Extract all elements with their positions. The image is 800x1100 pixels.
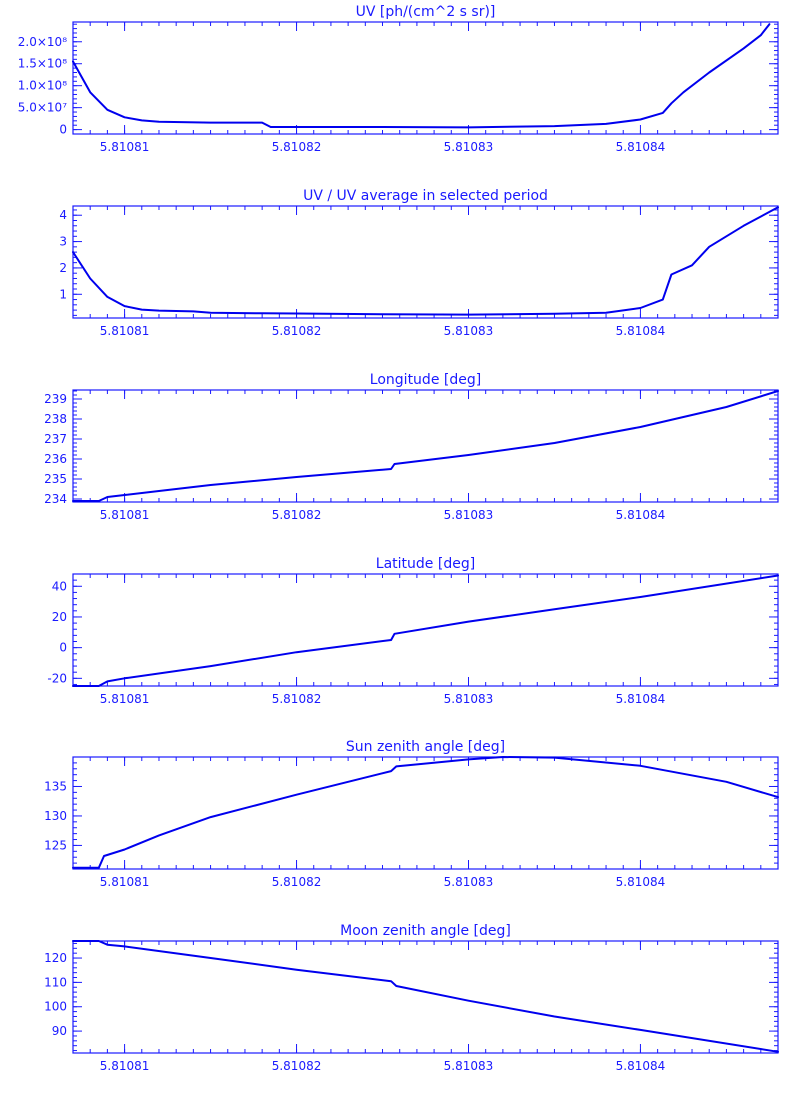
y-tick-label: 239 xyxy=(44,392,67,406)
chart-title: UV / UV average in selected period xyxy=(303,188,548,204)
x-tick-label: 5.81083 xyxy=(444,692,494,706)
x-tick-label: 5.81084 xyxy=(616,875,666,889)
y-tick-label: 110 xyxy=(44,975,67,989)
x-tick-label: 5.81081 xyxy=(100,1059,150,1073)
x-tick-label: 5.81084 xyxy=(616,324,666,338)
y-tick-label: 100 xyxy=(44,1000,67,1014)
chart-panel-2: UV / UV average in selected period 5.8108… xyxy=(59,188,779,338)
x-tick-label: 5.81081 xyxy=(100,324,150,338)
x-tick-label: 5.81084 xyxy=(616,1059,666,1073)
x-tick-label: 5.81081 xyxy=(100,875,150,889)
chart-title: Longitude [deg] xyxy=(370,372,481,388)
y-tick-label: 20 xyxy=(52,610,67,624)
y-tick-label: 125 xyxy=(44,838,67,852)
y-tick-label: 135 xyxy=(44,779,67,793)
y-tick-label: 120 xyxy=(44,951,67,965)
x-tick-label: 5.81083 xyxy=(444,140,494,154)
series-line xyxy=(72,574,779,687)
y-tick-label: 2 xyxy=(59,261,67,275)
plot-frame xyxy=(72,940,779,1054)
series-line xyxy=(72,940,779,1053)
chart-panel-6: Moon zenith angle [deg] 5.81081 5.81082 5.8… xyxy=(44,923,779,1073)
y-tick-label: -20 xyxy=(47,671,67,685)
series-line xyxy=(72,23,771,129)
series-line xyxy=(72,756,779,869)
x-tick-label: 5.81083 xyxy=(444,1059,494,1073)
y-tick-label: 130 xyxy=(44,809,67,823)
x-tick-label: 5.81083 xyxy=(444,508,494,522)
y-tick-label: 1.5×10⁸ xyxy=(18,57,67,71)
y-tick-label: 3 xyxy=(59,235,67,249)
y-tick-label: 40 xyxy=(52,579,67,593)
plot-frame xyxy=(72,389,779,503)
chart-panel-1: UV [ph/(cm^2 s sr)] 5.81081 5.81082 5.81083… xyxy=(18,4,779,154)
y-tick-label: 237 xyxy=(44,432,67,446)
x-tick-label: 5.81082 xyxy=(272,508,322,522)
y-tick-label: 236 xyxy=(44,452,67,466)
x-tick-label: 5.81082 xyxy=(272,140,322,154)
plot-frame xyxy=(72,21,779,135)
series-line xyxy=(72,390,779,502)
x-tick-label: 5.81084 xyxy=(616,692,666,706)
chart-panel-4: Latitude [deg] 5.81081 5.81082 5.81083 5.810… xyxy=(47,556,779,706)
x-tick-label: 5.81082 xyxy=(272,1059,322,1073)
y-tick-label: 1.0×10⁸ xyxy=(18,79,67,93)
y-tick-label: 238 xyxy=(44,412,67,426)
plot-frame xyxy=(72,573,779,687)
x-tick-label: 5.81084 xyxy=(616,508,666,522)
y-tick-label: 0 xyxy=(59,123,67,137)
y-tick-label: 90 xyxy=(52,1024,67,1038)
chart-title: Latitude [deg] xyxy=(376,556,475,572)
y-tick-label: 4 xyxy=(59,208,67,222)
chart-panel-5: Sun zenith angle [deg] 5.81081 5.81082 5.81… xyxy=(44,739,779,889)
y-tick-label: 2.0×10⁸ xyxy=(18,35,67,49)
x-tick-label: 5.81082 xyxy=(272,324,322,338)
x-tick-label: 5.81082 xyxy=(272,692,322,706)
y-tick-label: 0 xyxy=(59,641,67,655)
y-tick-label: 5.0×10⁷ xyxy=(18,101,67,115)
x-tick-label: 5.81081 xyxy=(100,508,150,522)
plot-frame xyxy=(72,205,779,319)
chart-panel-3: Longitude [deg] 5.81081 5.81082 5.81083 5.81… xyxy=(44,372,779,522)
x-tick-label: 5.81081 xyxy=(100,140,150,154)
y-tick-label: 235 xyxy=(44,472,67,486)
series-line xyxy=(72,206,779,316)
y-tick-label: 234 xyxy=(44,492,67,506)
plot-frame xyxy=(72,756,779,870)
chart-title: UV [ph/(cm^2 s sr)] xyxy=(356,4,496,20)
x-tick-label: 5.81083 xyxy=(444,324,494,338)
x-tick-label: 5.81082 xyxy=(272,875,322,889)
chart-title: Sun zenith angle [deg] xyxy=(346,739,505,755)
x-tick-label: 5.81084 xyxy=(616,140,666,154)
x-tick-label: 5.81081 xyxy=(100,692,150,706)
chart-title: Moon zenith angle [deg] xyxy=(340,923,511,939)
x-tick-label: 5.81083 xyxy=(444,875,494,889)
y-tick-label: 1 xyxy=(59,287,67,301)
